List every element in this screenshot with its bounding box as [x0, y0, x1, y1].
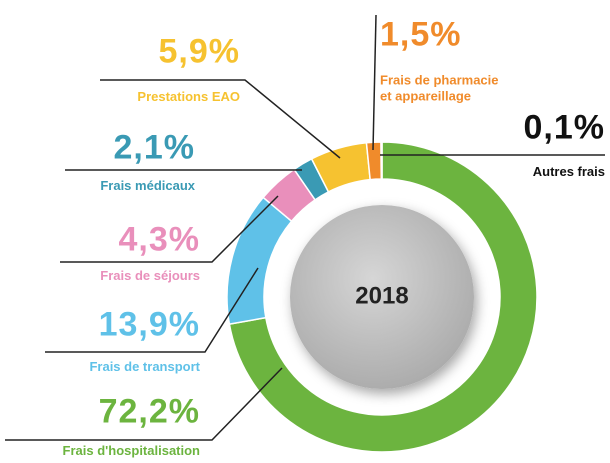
donut-slice [226, 196, 293, 325]
donut-slice [228, 141, 538, 453]
category-label: Frais de transport [89, 359, 200, 375]
value-label: 13,9% [98, 305, 200, 344]
leader-line [5, 367, 283, 441]
value-label: 0,1% [523, 108, 605, 147]
leader-line [45, 267, 259, 353]
leader-line [372, 14, 377, 151]
category-label: Frais de pharmacie et appareillage [380, 72, 499, 103]
center-label: 2018 [355, 282, 408, 309]
value-label: 4,3% [118, 220, 200, 259]
center-disc [290, 205, 474, 389]
value-label: 2,1% [113, 128, 195, 167]
leader-line [100, 79, 341, 159]
value-label: 72,2% [98, 392, 200, 431]
donut-slice [380, 141, 383, 180]
category-label: Frais médicaux [100, 178, 195, 194]
value-label: 1,5% [380, 15, 462, 54]
leader-line [60, 195, 279, 263]
value-label: 5,9% [158, 32, 240, 71]
category-label: Prestations EAO [137, 89, 240, 105]
category-label: Frais de séjours [100, 268, 200, 284]
category-label: Autres frais [532, 164, 605, 180]
category-label: Frais d'hospitalisation [62, 443, 200, 459]
